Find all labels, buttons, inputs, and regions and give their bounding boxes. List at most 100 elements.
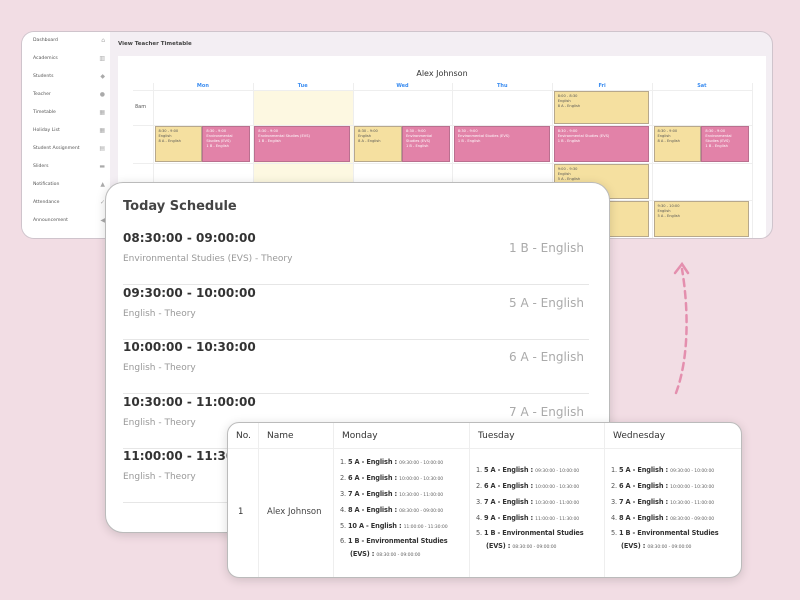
sidebar-item-students[interactable]: Students ◆ (33, 72, 105, 82)
lesson-item: 5. 1 B - Environmental Studies (EVS) : 0… (611, 527, 739, 554)
event-line: English (557, 172, 571, 176)
separator: : (392, 458, 400, 466)
sidebar-item-label: Holiday List (33, 128, 60, 133)
schedule-class: 6 A - English (509, 350, 584, 364)
bell-icon: ▲ (100, 181, 105, 188)
lesson-item: 3. 7 A - English : 10:30:00 - 11:00:00 (476, 495, 604, 511)
sidebar-item-teacher[interactable]: Teacher ● (33, 90, 105, 100)
lesson-time: 10:00:00 - 10:30:00 (535, 485, 580, 490)
event-evs[interactable]: 8:30 - 9:00 Environmental Studies (EVS) 1 B… (701, 126, 750, 162)
sidebar-item-announcement[interactable]: Announcement ◀ (33, 216, 105, 226)
event-line: English (657, 209, 671, 213)
separator: : (663, 498, 671, 506)
event-line: 8:30 - 9:00 (457, 129, 478, 133)
lesson-list: 1. 5 A - English : 09:30:00 - 10:00:00 2.… (611, 463, 739, 554)
lesson-item: 5. 1 B - Environmental Studies (EVS) : 0… (476, 527, 604, 554)
event-english[interactable]: 8:30 - 9:00 English 8 A - English (653, 126, 702, 162)
separator: : (505, 542, 513, 550)
lesson-index: 1. (611, 466, 619, 474)
event-line: 1 B - English (206, 144, 229, 148)
sidebar-item-label: Students (33, 74, 54, 79)
day-header-tue: Tue (297, 83, 308, 89)
lesson-class: 7 A - English (618, 498, 664, 506)
event-english[interactable]: 9:30 - 10:00 English 5 A - English (653, 201, 750, 237)
event-line: 1 B - English (258, 139, 281, 143)
schedule-time: 10:30:00 - 11:00:00 (123, 394, 256, 409)
event-evs[interactable]: 8:30 - 9:00 Environmental Studies (EVS) 1 … (553, 126, 650, 162)
sidebar-item-timetable[interactable]: Timetable ▦ (33, 108, 105, 118)
user-icon: ● (99, 91, 105, 98)
event-line: 1 B - English (406, 144, 429, 148)
sidebar-item-label: Notification (33, 182, 60, 187)
event-line: 8:30 - 9:00 (705, 129, 726, 133)
sidebar-item-sliders[interactable]: Sliders ▬ (33, 162, 105, 172)
event-line: English (358, 134, 372, 138)
teacher-name: Alex Johnson (416, 69, 468, 78)
column-line (652, 83, 653, 238)
lesson-item: 2. 6 A - English : 10:00:00 - 10:30:00 (340, 471, 468, 487)
lesson-index: 4. (476, 514, 484, 522)
separator: : (392, 474, 400, 482)
sidebar-item-holiday-list[interactable]: Holiday List ▦ (33, 126, 105, 136)
sliders-icon: ▬ (99, 163, 105, 170)
lesson-class: 8 A - English (347, 506, 393, 514)
sidebar: Dashboard ⌂ Academics ▥ Students ◆ Teacher ● Tim… (22, 32, 110, 238)
lesson-class: 6 A - English (483, 482, 529, 490)
column-line (751, 83, 753, 238)
schedule-time: 11:00:00 - 11:30:00 (123, 449, 256, 463)
lesson-time: 10:30:00 - 11:00:00 (399, 493, 444, 498)
schedule-item[interactable]: 09:30:00 - 10:00:00 English - Theory 5 A -… (123, 286, 589, 340)
timetable-window: Dashboard ⌂ Academics ▥ Students ◆ Teacher ● Tim… (22, 32, 772, 238)
sidebar-item-label: Announcement (33, 218, 68, 223)
event-evs[interactable]: 8:30 - 9:00 Environmental Studies (EVS) 1 … (453, 126, 550, 162)
event-english[interactable]: 8:00 - 8:30 English 8 A - English (553, 91, 650, 124)
column-wednesday: Wednesday 1. 5 A - English : 09:30:00 - 1… (605, 423, 741, 577)
column-header: Name (267, 431, 294, 441)
day-header-mon: Mon (196, 83, 209, 89)
sidebar-item-notification[interactable]: Notification ▲ (33, 180, 105, 190)
sidebar-item-dashboard[interactable]: Dashboard ⌂ (33, 36, 105, 46)
lesson-time: 11:00:00 - 11:30:00 (535, 517, 580, 522)
lesson-class: 1 B - Environmental Studies (EVS) (483, 529, 584, 550)
assignment-icon: ▤ (99, 145, 105, 152)
event-line: 8:30 - 9:00 (206, 129, 227, 133)
sidebar-item-attendance[interactable]: Attendance ✓ (33, 198, 105, 208)
lesson-index: 2. (476, 482, 484, 490)
lesson-item: 5. 10 A - English : 11:00:00 - 11:30:00 (340, 519, 468, 535)
event-english[interactable]: 8:30 - 9:00 English 8 A - English (354, 126, 402, 162)
schedule-time: 08:30:00 - 09:00:00 (123, 231, 256, 245)
event-line: 5 A - English (557, 177, 581, 181)
lesson-index: 1. (476, 466, 484, 474)
lesson-list: 1. 5 A - English : 09:30:00 - 10:00:00 2.… (476, 463, 604, 554)
lesson-item: 4. 8 A - English : 08:30:00 - 09:00:00 (340, 503, 468, 519)
lesson-time: 08:30:00 - 09:00:00 (647, 545, 692, 550)
schedule-time: 10:00:00 - 10:30:00 (123, 340, 256, 354)
event-line: 8:30 - 9:00 (657, 129, 678, 133)
check-icon: ✓ (99, 199, 105, 206)
event-line: Studies (EVS) (206, 139, 231, 143)
event-line: 1 B - English (557, 139, 581, 143)
timetable-calendar: Alex Johnson 8am Mon Tue Wed Thu Fri Sat 8:30 -… (118, 56, 766, 238)
lesson-time: 10:00:00 - 10:30:00 (670, 485, 715, 490)
schedule-class: 7 A - English (509, 404, 584, 419)
event-english[interactable]: 8:30 - 9:00 English 8 A - English (154, 126, 203, 162)
lesson-item: 1. 5 A - English : 09:30:00 - 10:00:00 (476, 463, 604, 479)
lesson-item: 4. 9 A - English : 11:00:00 - 11:30:00 (476, 511, 604, 527)
schedule-item[interactable]: 08:30:00 - 09:00:00 Environmental Studies… (123, 231, 589, 285)
event-line: 8:30 - 9:00 (557, 129, 578, 133)
time-label-8am: 8am (135, 104, 147, 110)
event-evs[interactable]: 8:30 - 9:00 Environmental Studies (EVS) 1 B… (202, 126, 251, 162)
event-evs[interactable]: 8:30 - 9:00 Environmental Studies (EVS) 1 B… (402, 126, 450, 162)
day-header-fri: Fri (598, 83, 606, 89)
schedule-class: 5 A - English (509, 295, 584, 310)
event-line: English (657, 134, 671, 138)
lesson-index: 4. (340, 506, 348, 514)
lesson-class: 6 A - English (618, 482, 664, 490)
lesson-item: 2. 6 A - English : 10:00:00 - 10:30:00 (476, 479, 604, 495)
separator: : (640, 542, 648, 550)
schedule-item[interactable]: 10:00:00 - 10:30:00 English - Theory 6 A -… (123, 340, 589, 394)
event-evs[interactable]: 8:30 - 9:00 Environmental Studies (EVS) 1 … (254, 126, 351, 162)
sidebar-item-student-assignment[interactable]: Student Assignment ▤ (33, 144, 105, 154)
column-line (352, 83, 354, 238)
sidebar-item-academics[interactable]: Academics ▥ (33, 54, 105, 64)
